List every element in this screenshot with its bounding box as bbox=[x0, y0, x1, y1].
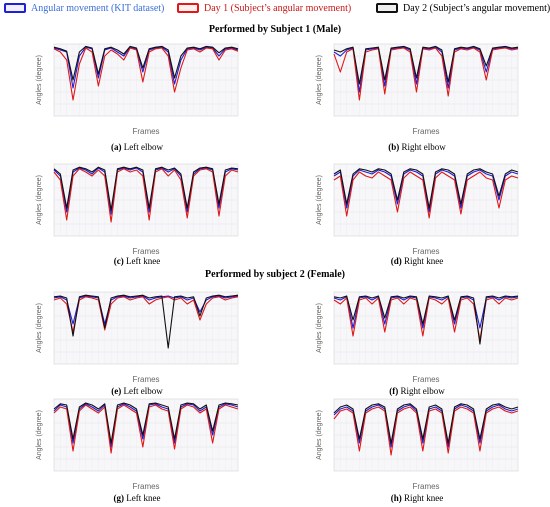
chart-a: Frames Angles (degree) bbox=[36, 43, 239, 136]
x-axis-label: Frames bbox=[132, 482, 159, 491]
caption-b: (b) Right elbow bbox=[388, 142, 446, 152]
series-line-3 bbox=[333, 168, 519, 209]
caption-e: (e) Left elbow bbox=[111, 386, 163, 396]
x-axis-label: Frames bbox=[132, 127, 159, 136]
chart-panel-b: Frames Angles (degree) bbox=[312, 40, 522, 138]
y-axis-label: Angles (degree) bbox=[36, 303, 43, 353]
x-axis-label: Frames bbox=[132, 375, 159, 384]
x-axis-label: Frames bbox=[412, 247, 439, 256]
series-line-2 bbox=[53, 47, 239, 101]
chart-panel-f: Frames Angles (degree) bbox=[312, 288, 522, 386]
legend-swatch-day1 bbox=[177, 3, 199, 13]
series-line-3 bbox=[53, 166, 239, 211]
legend: Angular movement (KIT dataset) Day 1 (Su… bbox=[0, 2, 550, 18]
caption-f: (f) Right elbow bbox=[389, 386, 445, 396]
series-line-3 bbox=[333, 45, 519, 85]
x-axis-label: Frames bbox=[412, 127, 439, 136]
y-axis-label: Angles (degree) bbox=[316, 303, 323, 353]
chart-panel-d: Frames Angles (degree) bbox=[312, 160, 522, 258]
caption-h: (h) Right knee bbox=[390, 493, 444, 503]
legend-label-day1: Day 1 (Subject’s angular movement) bbox=[204, 3, 352, 14]
series-line-2 bbox=[53, 404, 239, 454]
series-line-2 bbox=[53, 296, 239, 333]
y-axis-label: Angles (degree) bbox=[316, 410, 323, 460]
caption-a: (a) Left elbow bbox=[111, 142, 163, 152]
series-line-2 bbox=[333, 297, 519, 341]
chart-panel-a: Frames Angles (degree) bbox=[32, 40, 242, 138]
series-line-3 bbox=[53, 402, 239, 444]
chart-panel-h: Frames Angles (degree) bbox=[312, 395, 522, 493]
chart-b: Frames Angles (degree) bbox=[316, 43, 519, 136]
legend-label-kit: Angular movement (KIT dataset) bbox=[31, 3, 165, 14]
series-line-2 bbox=[333, 47, 519, 101]
x-axis-label: Frames bbox=[132, 247, 159, 256]
x-axis-label: Frames bbox=[412, 482, 439, 491]
series-line-1 bbox=[53, 295, 239, 325]
chart-d: Frames Angles (degree) bbox=[316, 163, 519, 256]
y-axis-label: Angles (degree) bbox=[36, 175, 43, 225]
caption-c: (c) Left knee bbox=[113, 256, 161, 266]
section-title-subject2: Performed by subject 2 (Female) bbox=[205, 269, 345, 280]
legend-swatch-day2 bbox=[376, 3, 398, 13]
chart-e: Frames Angles (degree) bbox=[36, 291, 239, 384]
y-axis-label: Angles (degree) bbox=[36, 410, 43, 460]
series-line-2 bbox=[333, 171, 519, 219]
section-title-subject1: Performed by Subject 1 (Male) bbox=[208, 24, 342, 35]
series-line-3 bbox=[53, 45, 239, 81]
chart-h: Frames Angles (degree) bbox=[316, 398, 519, 491]
y-axis-label: Angles (degree) bbox=[36, 55, 43, 105]
series-line-1 bbox=[53, 46, 239, 89]
y-axis-label: Angles (degree) bbox=[316, 55, 323, 105]
series-line-3 bbox=[333, 295, 519, 345]
chart-panel-e: Frames Angles (degree) bbox=[32, 288, 242, 386]
caption-g: (g) Left knee bbox=[113, 493, 161, 503]
series-line-3 bbox=[333, 403, 519, 444]
series-line-2 bbox=[53, 168, 239, 223]
series-line-3 bbox=[53, 294, 239, 349]
caption-d: (d) Right knee bbox=[390, 256, 444, 266]
chart-f: Frames Angles (degree) bbox=[316, 291, 519, 384]
chart-panel-c: Frames Angles (degree) bbox=[32, 160, 242, 258]
chart-c: Frames Angles (degree) bbox=[36, 163, 239, 256]
series-line-2 bbox=[333, 406, 519, 456]
legend-swatch-kit bbox=[4, 3, 26, 13]
chart-g: Frames Angles (degree) bbox=[36, 398, 239, 491]
y-axis-label: Angles (degree) bbox=[316, 175, 323, 225]
x-axis-label: Frames bbox=[412, 375, 439, 384]
legend-label-day2: Day 2 (Subject’s angular movement) bbox=[403, 3, 550, 14]
chart-panel-g: Frames Angles (degree) bbox=[32, 395, 242, 493]
